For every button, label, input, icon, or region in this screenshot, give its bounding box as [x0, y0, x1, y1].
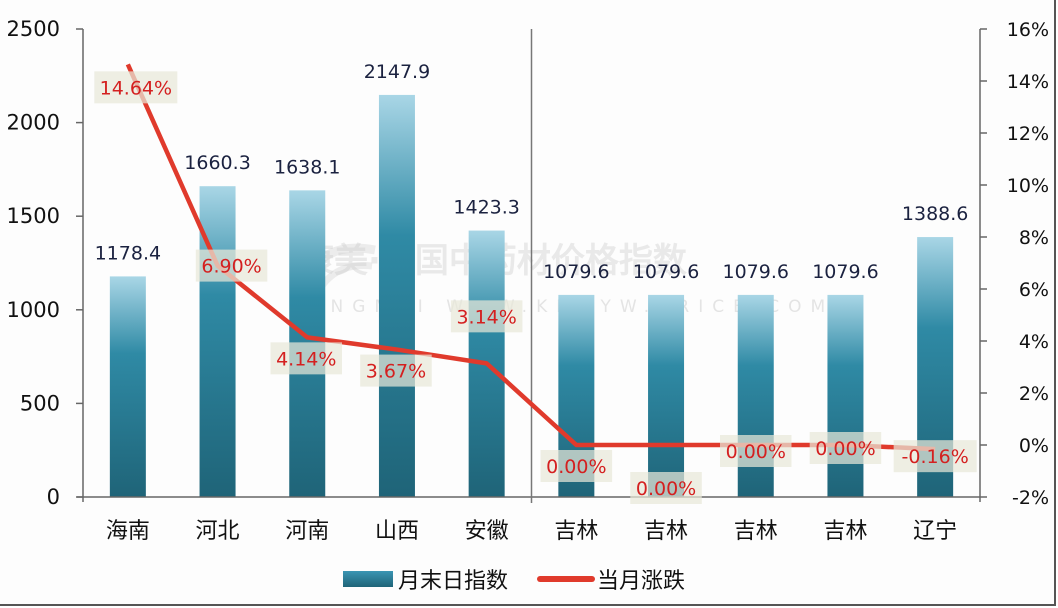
line-value-labels: 14.64% 6.90% 4.14% 3.67% 3.14% 0.00% 0.00% 0.00… [94, 71, 977, 504]
right-tick-label: 14% [1007, 71, 1049, 93]
legend: 月末日指数 当月涨跌 [343, 569, 685, 594]
line-series [125, 63, 936, 452]
category-label: 吉林 [823, 519, 867, 544]
left-tick-label: 0 [47, 485, 60, 509]
line-value-label: 6.90% [201, 256, 261, 278]
bar-value-label: 1388.6 [902, 203, 968, 225]
bar[interactable] [648, 294, 685, 497]
bar-value-label: 1423.3 [453, 197, 519, 219]
bar-value-label: 1660.3 [184, 152, 250, 174]
axes: 0 500 1000 1500 2000 2500 -2% 0% 2% 4% 6% 8% 10% 12% 1… [7, 17, 1049, 509]
category-label: 海南 [106, 519, 150, 544]
right-tick-label: 2% [1019, 383, 1049, 405]
category-label: 辽宁 [913, 519, 957, 544]
right-tick-label: 8% [1019, 227, 1049, 249]
line-label-box [540, 450, 613, 482]
legend-line-label: 当月涨跌 [597, 569, 685, 594]
line-value-label: 3.67% [366, 361, 426, 383]
left-tick-label: 2500 [7, 17, 60, 41]
right-tick-label: 4% [1019, 331, 1049, 353]
line-label-box [720, 435, 792, 467]
line-value-label: 3.14% [456, 306, 516, 328]
legend-bar-label: 月末日指数 [398, 569, 508, 594]
bar[interactable] [827, 294, 864, 497]
right-tick-label: 10% [1007, 175, 1049, 197]
left-tick-label: 500 [20, 391, 60, 415]
line-label-box [809, 432, 882, 464]
line-value-label: 4.14% [276, 348, 336, 370]
bar-value-label: 1079.6 [812, 261, 878, 283]
left-tick-label: 1000 [7, 298, 60, 322]
category-label: 吉林 [644, 519, 688, 544]
right-tick-label: 6% [1019, 279, 1049, 301]
category-label: 河南 [285, 519, 329, 544]
line-path[interactable] [125, 63, 936, 452]
legend-bar-swatch-icon [343, 571, 393, 587]
line-label-box [360, 354, 432, 387]
bar-value-label: 1079.6 [543, 261, 609, 283]
bar-value-label: 1079.6 [633, 261, 699, 283]
line-label-box [270, 342, 342, 375]
category-label: 吉林 [734, 519, 778, 544]
right-tick-label: 0% [1019, 435, 1049, 457]
bar-value-label: 1079.6 [723, 261, 789, 283]
line-label-box [195, 249, 268, 282]
line-value-label: 0.00% [636, 478, 696, 500]
line-value-label: 0.00% [546, 456, 606, 478]
category-label: 山西 [375, 519, 419, 544]
line-value-label: 14.64% [100, 77, 172, 99]
bar[interactable] [378, 94, 415, 497]
right-tick-label: 16% [1007, 19, 1049, 41]
line-label-box [893, 440, 977, 473]
left-tick-label: 2000 [7, 111, 60, 135]
line-label-box [450, 300, 523, 333]
line-value-label: -0.16% [902, 446, 969, 468]
category-label: 河北 [196, 519, 240, 544]
bar-value-label: 1178.4 [95, 242, 161, 264]
bar-value-label: 2147.9 [364, 61, 430, 83]
bar[interactable] [109, 276, 146, 497]
category-label: 安徽 [465, 519, 509, 544]
legend-item-line[interactable]: 当月涨跌 [537, 569, 685, 594]
line-label-box [630, 472, 702, 504]
bar-value-labels: 1178.4 1660.3 1638.1 2147.9 1423.3 1079.6 1079… [95, 61, 969, 283]
right-tick-label: -2% [1012, 487, 1049, 509]
line-label-box [94, 71, 178, 104]
legend-item-bar[interactable]: 月末日指数 [343, 569, 508, 594]
left-tick-label: 1500 [7, 204, 60, 228]
bar-value-label: 1638.1 [274, 156, 340, 178]
right-tick-label: 12% [1007, 123, 1049, 145]
line-value-label: 0.00% [815, 438, 875, 460]
watermark-subtext: KANGMEI WWW.KMZYW.PRICE.COM [290, 297, 834, 317]
line-value-label: 0.00% [726, 441, 786, 463]
category-label: 吉林 [554, 519, 598, 544]
category-axis-labels: 海南 河北 河南 山西 安徽 吉林 吉林 吉林 吉林 辽宁 [106, 519, 957, 544]
